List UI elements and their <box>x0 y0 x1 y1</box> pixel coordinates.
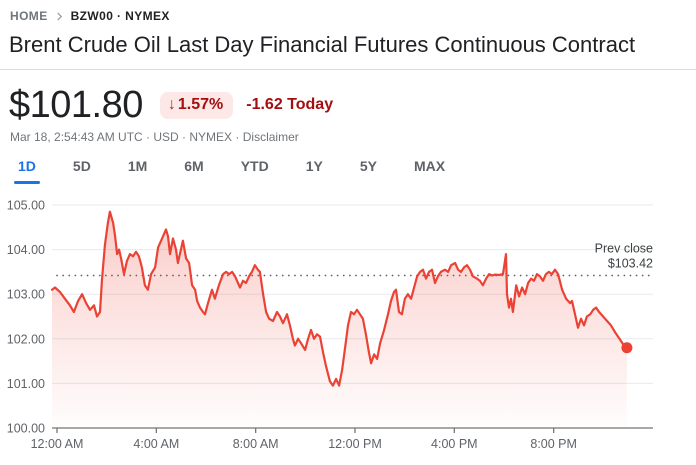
prev-close-label: Prev close <box>595 241 653 255</box>
tab-1y[interactable]: 1Y <box>305 157 323 174</box>
header-divider <box>0 69 696 70</box>
quote-timestamp: Mar 18, 2:54:43 AM UTC · USD · NYMEX · <box>10 130 243 144</box>
current-price: $101.80 <box>9 83 143 126</box>
price-chart-svg[interactable]: 105.00104.00103.00102.00101.00100.0012:0… <box>0 195 696 465</box>
y-axis-tick-label: 104.00 <box>7 243 45 257</box>
x-axis-tick-label: 4:00 PM <box>431 437 478 451</box>
tab-5y[interactable]: 5Y <box>359 157 377 174</box>
prev-close-value: $103.42 <box>608 256 653 270</box>
y-axis-tick-label: 105.00 <box>7 199 45 213</box>
x-axis-tick-label: 12:00 PM <box>328 437 382 451</box>
change-absolute-today: -1.62 Today <box>246 96 334 113</box>
tab-5d[interactable]: 5D <box>72 157 91 174</box>
breadcrumb-home-link[interactable]: HOME <box>10 9 48 23</box>
quote-header: $101.80 ↓ 1.57% -1.62 Today <box>9 83 696 126</box>
y-axis-tick-label: 103.00 <box>7 288 45 302</box>
x-axis-tick-label: 8:00 AM <box>233 437 279 451</box>
x-axis-tick-label: 12:00 AM <box>31 437 84 451</box>
chevron-right-icon <box>55 11 64 21</box>
y-axis-tick-label: 101.00 <box>7 377 45 391</box>
tab-1d[interactable]: 1D <box>14 155 40 184</box>
range-tabs: 1D 5D 1M 6M YTD 1Y 5Y MAX <box>14 155 696 184</box>
tab-max[interactable]: MAX <box>413 157 446 174</box>
change-percent-badge: ↓ 1.57% <box>159 91 234 119</box>
breadcrumb-symbol: BZW00 · NYMEX <box>70 9 170 23</box>
tab-1m[interactable]: 1M <box>127 157 148 174</box>
price-area-fill <box>52 211 627 428</box>
page-title: Brent Crude Oil Last Day Financial Futur… <box>9 32 636 57</box>
x-axis-tick-label: 4:00 AM <box>133 437 179 451</box>
price-chart-container[interactable]: 105.00 104.00 103.00 102.00 101.00 100.00 12:0… <box>0 195 696 465</box>
y-axis-tick-label: 102.00 <box>7 332 45 346</box>
y-axis-tick-label: 100.00 <box>7 422 45 436</box>
x-axis-tick-label: 8:00 PM <box>530 437 577 451</box>
disclaimer-link[interactable]: Disclaimer <box>242 130 299 144</box>
price-line <box>50 210 628 387</box>
arrow-down-icon: ↓ <box>167 95 176 113</box>
tab-6m[interactable]: 6M <box>184 157 204 174</box>
change-percent-value: 1.57% <box>177 95 224 113</box>
tab-ytd[interactable]: YTD <box>240 157 269 174</box>
last-price-dot <box>621 342 633 354</box>
breadcrumb: HOME BZW00 · NYMEX <box>0 0 696 23</box>
quote-meta-line: Mar 18, 2:54:43 AM UTC · USD · NYMEX · D… <box>10 130 696 144</box>
